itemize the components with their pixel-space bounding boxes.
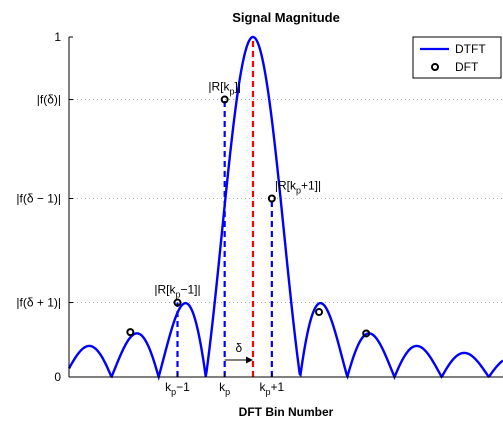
annotation-0: |R[kp−1]| xyxy=(154,283,200,300)
dft-point-3 xyxy=(267,194,276,203)
annotations: |R[kp−1]| |R[kp]| |R[kp+1]| δ xyxy=(154,80,321,364)
x-tick-label-0: kp−1 xyxy=(165,380,190,397)
legend-dtft-label: DTFT xyxy=(455,42,486,56)
axes: 0 |f(δ + 1)| |f(δ − 1)| |f(δ)| 1 kp−1 kp kp+1 xyxy=(16,30,503,397)
x-tick-label-2: kp+1 xyxy=(259,380,284,397)
y-tick-label-0: 0 xyxy=(54,370,61,384)
legend-dft-label: DFT xyxy=(455,60,479,74)
dft-series xyxy=(126,95,371,338)
dft-point-1 xyxy=(173,298,182,307)
dft-point-4 xyxy=(315,308,324,317)
annotation-1: |R[kp]| xyxy=(208,80,241,97)
x-tick-label-1: kp xyxy=(219,380,230,397)
grid-lines xyxy=(69,99,503,303)
y-tick-label-2: |f(δ − 1)| xyxy=(16,192,61,206)
y-tick-label-4: 1 xyxy=(54,30,61,44)
dft-point-5 xyxy=(362,329,371,338)
legend-dft-swatch xyxy=(431,63,439,71)
legend: DTFT DFT xyxy=(412,36,502,79)
x-axis-label: DFT Bin Number xyxy=(239,405,334,419)
y-tick-label-1: |f(δ + 1)| xyxy=(16,296,61,310)
dtft-series xyxy=(67,35,503,381)
delta-arrow-head xyxy=(245,356,253,364)
dtft-line xyxy=(67,35,503,381)
y-tick-label-3: |f(δ)| xyxy=(37,93,61,107)
annotation-2: |R[kp+1]| xyxy=(275,179,321,196)
delta-label: δ xyxy=(235,341,242,355)
legend-box xyxy=(412,36,502,79)
dft-point-0 xyxy=(126,328,135,337)
dft-point-2 xyxy=(220,95,229,104)
chart-title: Signal Magnitude xyxy=(232,10,340,25)
